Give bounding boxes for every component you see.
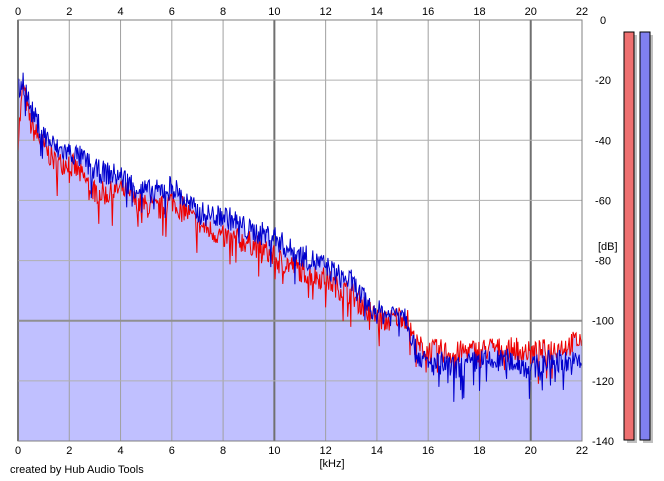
x-tick-label-top: 22 bbox=[576, 6, 588, 18]
y-axis-label: [dB] bbox=[598, 241, 618, 253]
x-tick-label-bottom: 6 bbox=[169, 445, 175, 457]
series-line-2 bbox=[17, 72, 583, 402]
x-tick-label-bottom: 14 bbox=[371, 445, 383, 457]
y-tick-label: 0 bbox=[600, 15, 606, 27]
y-tick-label: -80 bbox=[595, 256, 611, 268]
series-line-1 bbox=[17, 83, 583, 384]
x-tick-label-bottom: 2 bbox=[66, 445, 72, 457]
x-tick-label-bottom: 16 bbox=[422, 445, 434, 457]
x-tick-label-bottom: 0 bbox=[15, 445, 21, 457]
x-tick-label-bottom: 22 bbox=[576, 445, 588, 457]
meter-fill bbox=[639, 31, 651, 441]
y-tick-label: -40 bbox=[595, 135, 611, 147]
x-tick-label-top: 20 bbox=[525, 6, 537, 18]
x-tick-label-top: 14 bbox=[371, 6, 383, 18]
x-tick-label-top: 6 bbox=[169, 6, 175, 18]
y-tick-labels: 0 -20 -40 -60 -80 -100 -120 -140 bbox=[592, 15, 614, 448]
y-tick-label: -140 bbox=[592, 436, 614, 448]
x-tick-label-bottom: 10 bbox=[268, 445, 280, 457]
x-tick-label-bottom: 18 bbox=[473, 445, 485, 457]
x-tick-label-bottom: 4 bbox=[117, 445, 123, 457]
x-axis-label: [kHz] bbox=[319, 458, 344, 470]
x-tick-label-top: 4 bbox=[117, 6, 123, 18]
plot-frame bbox=[17, 19, 583, 442]
x-tick-labels-bottom: 0 2 4 6 8 10 12 14 16 18 20 22 bbox=[15, 445, 588, 457]
x-tick-label-bottom: 20 bbox=[525, 445, 537, 457]
x-tick-label-top: 10 bbox=[268, 6, 280, 18]
series-lines bbox=[17, 72, 583, 402]
x-tick-label-top: 8 bbox=[220, 6, 226, 18]
x-tick-label-top: 16 bbox=[422, 6, 434, 18]
x-tick-label-bottom: 12 bbox=[320, 445, 332, 457]
level-meters bbox=[623, 31, 653, 443]
y-tick-label: -100 bbox=[592, 316, 614, 328]
x-tick-label-top: 12 bbox=[320, 6, 332, 18]
y-tick-label: -120 bbox=[592, 376, 614, 388]
meter-fill bbox=[623, 31, 635, 441]
x-tick-label-top: 2 bbox=[66, 6, 72, 18]
x-tick-label-top: 18 bbox=[473, 6, 485, 18]
credit-text: created by Hub Audio Tools bbox=[10, 464, 144, 476]
y-tick-label: -20 bbox=[595, 75, 611, 87]
x-tick-labels-top: 0 2 4 6 8 10 12 14 16 18 20 22 bbox=[15, 6, 588, 18]
x-tick-label-bottom: 8 bbox=[220, 445, 226, 457]
x-tick-label-top: 0 bbox=[15, 6, 21, 18]
y-tick-label: -60 bbox=[595, 195, 611, 207]
